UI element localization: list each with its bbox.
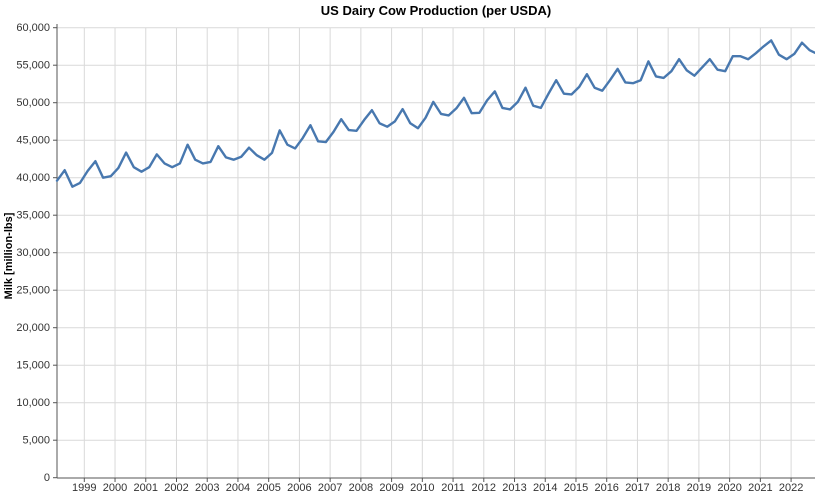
x-tick-label: 2002 <box>164 482 188 494</box>
x-tick-label: 2019 <box>687 482 711 494</box>
x-tick-label: 2006 <box>287 482 311 494</box>
x-tick-label: 2001 <box>134 482 158 494</box>
x-tick-label: 2012 <box>472 482 496 494</box>
x-tick-label: 1999 <box>72 482 96 494</box>
x-tick-label: 2016 <box>594 482 618 494</box>
y-tick-label: 45,000 <box>16 135 50 147</box>
y-tick-label: 55,000 <box>16 60 50 72</box>
x-tick-label: 2010 <box>410 482 434 494</box>
x-tick-label: 2015 <box>564 482 588 494</box>
y-tick-label: 15,000 <box>16 360 50 372</box>
x-tick-label: 2022 <box>779 482 803 494</box>
x-tick-label: 2020 <box>717 482 741 494</box>
x-tick-label: 2003 <box>195 482 219 494</box>
chart-title: US Dairy Cow Production (per USDA) <box>320 3 552 18</box>
y-tick-label: 50,000 <box>16 97 50 109</box>
x-tick-label: 2013 <box>502 482 526 494</box>
x-tick-label: 2004 <box>226 482 250 494</box>
y-tick-label: 30,000 <box>16 247 50 259</box>
y-tick-label: 25,000 <box>16 285 50 297</box>
x-tick-label: 2011 <box>441 482 465 494</box>
x-tick-label: 2018 <box>656 482 680 494</box>
y-tick-label: 40,000 <box>16 172 50 184</box>
y-tick-label: 0 <box>44 472 50 484</box>
x-tick-label: 2014 <box>533 482 557 494</box>
y-tick-label: 10,000 <box>16 397 50 409</box>
y-tick-label: 5,000 <box>22 435 50 447</box>
x-tick-label: 2009 <box>379 482 403 494</box>
x-tick-label: 2005 <box>256 482 280 494</box>
y-tick-label: 60,000 <box>16 22 50 34</box>
y-tick-label: 35,000 <box>16 210 50 222</box>
x-tick-label: 2017 <box>625 482 649 494</box>
x-tick-label: 2008 <box>349 482 373 494</box>
y-tick-label: 20,000 <box>16 322 50 334</box>
x-tick-label: 2021 <box>748 482 772 494</box>
milk-production-line <box>55 39 815 188</box>
x-tick-label: 2000 <box>103 482 127 494</box>
x-tick-label: 2007 <box>318 482 342 494</box>
